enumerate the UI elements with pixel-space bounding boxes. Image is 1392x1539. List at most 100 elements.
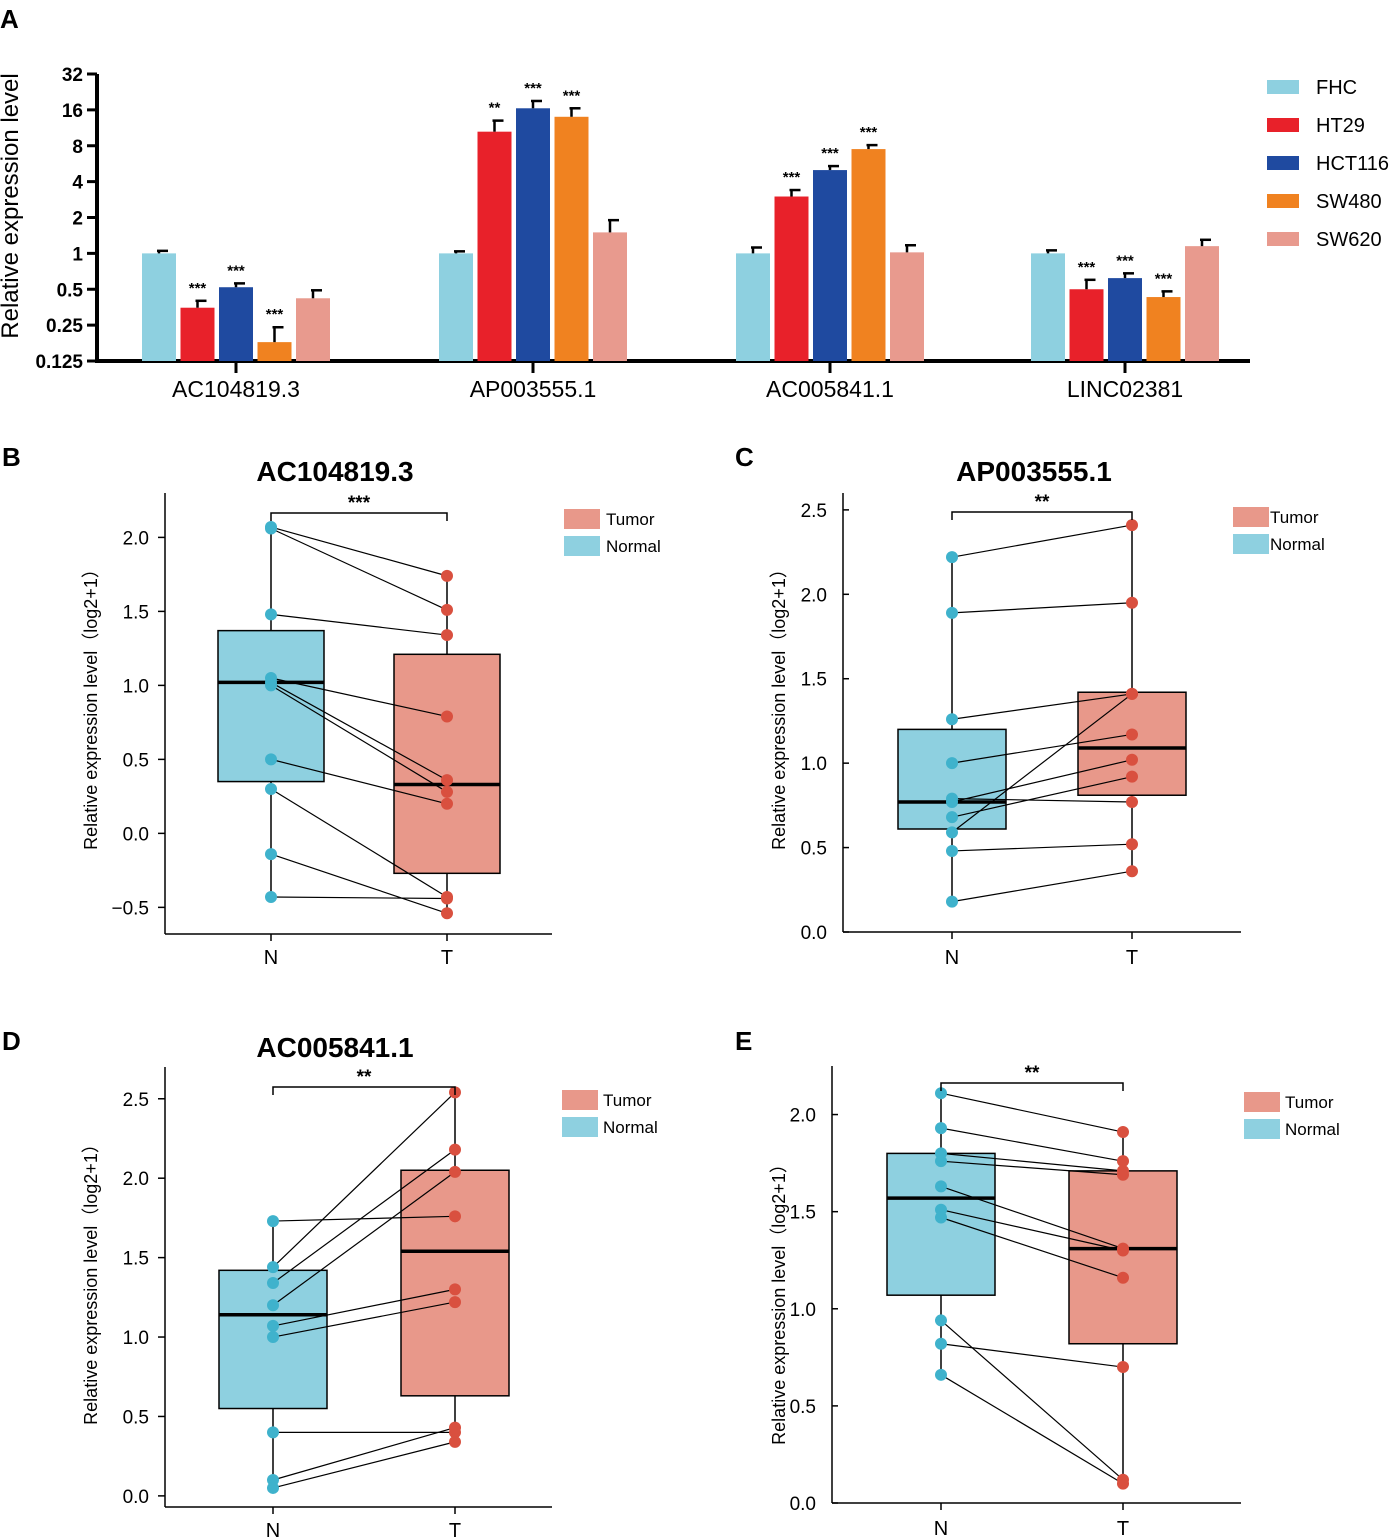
point-normal [935,1211,947,1224]
x-tick-label: LINC02381 [1067,376,1183,402]
y-tick-label: 2.0 [790,1106,816,1127]
point-tumor [1126,838,1138,851]
legend-label-fhc: FHC [1316,77,1357,99]
legend-swatch-tumor [562,1090,598,1110]
point-normal [267,1481,279,1494]
y-tick-label: 0.125 [35,352,83,373]
pair-line [951,870,1133,903]
significance-stars: *** [189,280,207,297]
legend-swatch-tumor [1233,507,1269,527]
point-tumor [1117,1361,1129,1374]
x-tick-label: N [266,1520,280,1539]
pair-line [940,1092,1124,1133]
legend-label-hct116: HCT116 [1316,153,1389,175]
point-tumor [449,1143,461,1156]
pair-line [270,613,448,636]
legend-label-tumor: Tumor [1285,1093,1334,1112]
point-normal [265,679,277,692]
pair-line [272,1215,456,1222]
legend-label-normal: Normal [606,537,661,556]
point-tumor [1117,1155,1129,1168]
legend-swatch-ht29 [1267,118,1299,132]
significance-bracket [940,1082,1124,1091]
point-tumor [1126,687,1138,700]
y-tick-label: 1.5 [123,602,149,623]
legend-swatch-normal [1233,534,1269,554]
y-axis-label: Relative expression level（log2+1） [81,1135,101,1425]
bar-hct116 [219,287,253,361]
y-tick-label: 0.0 [123,1487,149,1508]
point-normal [946,713,958,726]
point-tumor [441,569,453,582]
bar-sw480 [851,149,886,361]
legend-label-normal: Normal [603,1118,658,1137]
bar-ht29 [477,131,512,361]
legend-swatch-tumor [564,509,600,529]
point-tumor [449,1165,461,1178]
point-tumor [441,710,453,723]
legend-swatch-sw480 [1267,194,1299,208]
pair-line [272,1441,456,1489]
pair-line [951,843,1133,852]
point-tumor [441,603,453,616]
y-tick-label: 8 [72,137,83,158]
significance-stars: *** [266,306,284,323]
x-tick-label: AC005841.1 [766,376,894,402]
significance-stars: *** [524,80,542,97]
legend-label-tumor: Tumor [606,510,655,529]
y-tick-label: 0.5 [801,839,827,860]
y-tick-label: 2 [72,209,83,230]
y-tick-label: 0.0 [790,1494,816,1515]
point-normal [935,1155,947,1168]
point-tumor [449,1435,461,1448]
point-tumor [1126,795,1138,808]
y-axis-label: Relative expression level（log2+1） [769,560,789,850]
point-normal [935,1314,947,1327]
point-normal [946,844,958,857]
pair-line [270,681,448,781]
point-normal [946,826,958,839]
y-tick-label: 0.5 [57,280,84,301]
x-tick-label: AC104819.3 [172,376,300,402]
point-tumor [1126,753,1138,766]
point-tumor [1126,770,1138,783]
box-normal [886,1152,996,1296]
y-tick-label: 32 [62,65,83,86]
y-tick-label: 2.5 [801,501,827,522]
significance-stars: *** [1155,270,1173,287]
y-tick-label: 1.5 [790,1203,816,1224]
panel-letter: B [2,442,21,472]
point-normal [946,895,958,908]
bar-sw480 [1146,297,1181,361]
y-tick-label: 4 [72,173,83,194]
panel-c-box-plot: C AP003555.1 0.0 0.5 1.0 1.5 2.0 2.5 Relative ex… [735,442,1325,969]
point-tumor [1117,1126,1129,1139]
legend-swatch-tumor [1244,1092,1280,1112]
point-normal [265,782,277,795]
y-tick-label: 2.0 [801,585,827,606]
bar-fhc [736,253,770,361]
significance-stars: *** [227,262,245,279]
pair-line [270,788,448,898]
significance-stars: ** [1035,492,1050,513]
panel-d-box-plot: D AC005841.1 0.0 0.5 1.0 1.5 2.0 2.5 Relative ex… [2,1026,658,1539]
bar-sw480 [554,116,589,362]
pair-line [270,526,448,577]
x-tick-label: N [934,1518,948,1539]
legend-swatch-normal [562,1117,598,1137]
point-tumor [441,797,453,810]
point-normal [946,606,958,619]
y-axis-label: Relative expression level [0,73,24,338]
panel-a-bar-chart: A 32 16 8 4 2 1 0.5 0.25 0.125 Relative expression… [0,4,1389,402]
y-tick-label: 0.0 [123,824,149,845]
pair-line [940,1209,1124,1252]
significance-stars: *** [1078,259,1096,276]
bar-sw480 [257,342,292,361]
legend-swatch-fhc [1267,80,1299,94]
point-normal [265,753,277,766]
pair-line [272,1091,456,1268]
panel-e-box-plot: E 0.0 0.5 1.0 1.5 2.0 Relative expression leve… [735,1026,1340,1539]
point-normal [267,1215,279,1228]
box-tumor [1068,1170,1178,1345]
y-tick-label: 16 [62,101,83,122]
